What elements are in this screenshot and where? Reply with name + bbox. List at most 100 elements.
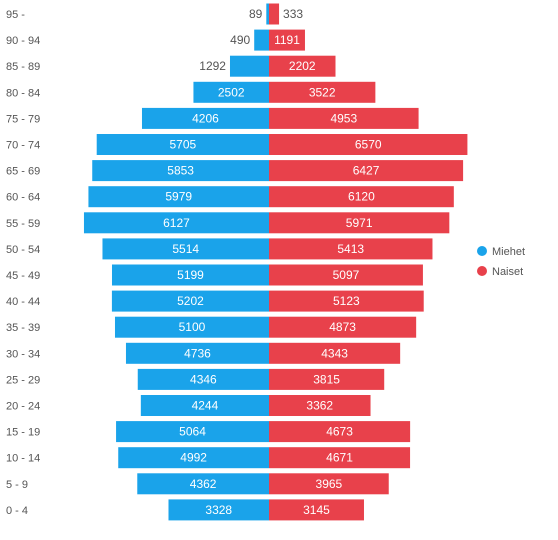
age-label-90-94: 90 - 94 (6, 35, 40, 47)
bar-miehet-25-29 (137, 368, 269, 390)
value-label-naiset-30-34: 4343 (321, 346, 348, 360)
value-label-naiset-95: 333 (283, 7, 303, 21)
bar-naiset-20-24 (269, 395, 371, 416)
value-label-naiset-90-94: 1191 (274, 33, 300, 47)
age-label-70-74: 70 - 74 (6, 140, 40, 152)
age-label-30-34: 30 - 34 (6, 348, 40, 360)
value-label-naiset-40-44: 5123 (333, 294, 360, 308)
value-label-naiset-50-54: 5413 (337, 242, 364, 256)
bar-naiset-50-54 (269, 238, 433, 260)
value-label-miehet-75-79: 4206 (192, 111, 219, 125)
value-label-miehet-90-94: 490 (230, 33, 250, 47)
value-label-naiset-20-24: 3362 (306, 399, 333, 413)
value-label-naiset-55-59: 5971 (346, 216, 373, 230)
bar-miehet-30-34 (125, 342, 269, 364)
age-label-25-29: 25 - 29 (6, 374, 40, 386)
value-label-naiset-60-64: 6120 (348, 190, 375, 204)
age-label-80-84: 80 - 84 (6, 87, 40, 99)
value-label-naiset-15-19: 4673 (326, 425, 353, 439)
bar-miehet-70-74 (96, 134, 269, 155)
value-label-miehet-25-29: 4346 (190, 372, 217, 386)
age-label-15-19: 15 - 19 (6, 427, 40, 439)
value-label-naiset-10-14: 4671 (326, 451, 353, 465)
value-label-naiset-75-79: 4953 (330, 111, 357, 125)
value-label-naiset-45-49: 5097 (333, 268, 360, 282)
age-label-45-49: 45 - 49 (6, 270, 40, 282)
bar-miehet-40-44 (111, 290, 269, 312)
age-label-20-24: 20 - 24 (6, 401, 40, 413)
bar-miehet-5-9 (137, 473, 269, 495)
bar-miehet-55-59 (83, 212, 269, 234)
age-label-75-79: 75 - 79 (6, 113, 40, 125)
bar-miehet-85-89 (229, 55, 269, 77)
value-label-naiset-65-69: 6427 (353, 164, 380, 178)
series-miehet: 89 490 1292 2502 4206 5705 5853 5979 6127 5514 519… (83, 3, 269, 521)
value-label-miehet-30-34: 4736 (184, 346, 211, 360)
bar-naiset-90-94 (269, 29, 305, 51)
value-label-miehet-15-19: 5064 (179, 425, 206, 439)
series-naiset: 333 1191 2202 3522 4953 6570 6427 6120 5971 5413 5… (269, 3, 468, 521)
bar-miehet-90-94 (254, 29, 269, 51)
value-label-naiset-80-84: 3522 (309, 85, 336, 99)
bar-naiset-40-44 (269, 290, 424, 312)
bar-miehet-10-14 (118, 447, 269, 469)
bar-miehet-60-64 (88, 186, 269, 208)
bar-naiset-35-39 (269, 316, 417, 338)
age-label-40-44: 40 - 44 (6, 296, 40, 308)
bar-naiset-45-49 (269, 264, 423, 286)
age-label-95: 95 - (6, 9, 25, 21)
age-group-labels: 95 - 90 - 94 85 - 89 80 - 84 75 - 79 70 - 74 6… (6, 9, 40, 517)
value-label-miehet-50-54: 5514 (172, 242, 199, 256)
age-label-65-69: 65 - 69 (6, 166, 40, 178)
age-label-10-14: 10 - 14 (6, 453, 40, 465)
bar-naiset-0-4 (269, 499, 364, 521)
value-label-miehet-85-89: 1292 (199, 59, 226, 73)
value-label-miehet-95: 89 (249, 7, 263, 21)
value-label-miehet-45-49: 5199 (177, 268, 204, 282)
value-label-naiset-70-74: 6570 (355, 138, 382, 152)
bar-naiset-60-64 (269, 186, 454, 208)
bar-miehet-35-39 (114, 316, 269, 338)
bar-naiset-80-84 (269, 81, 376, 103)
bar-naiset-10-14 (269, 447, 411, 469)
legend-marker-miehet (477, 246, 487, 256)
age-label-5-9: 5 - 9 (6, 479, 28, 491)
age-label-50-54: 50 - 54 (6, 244, 40, 256)
value-label-miehet-40-44: 5202 (177, 294, 204, 308)
value-label-naiset-0-4: 3145 (303, 503, 330, 517)
bar-naiset-5-9 (269, 473, 389, 495)
bar-miehet-65-69 (92, 160, 269, 182)
bar-miehet-95 (266, 3, 269, 25)
legend-label-miehet: Miehet (492, 246, 525, 258)
value-label-miehet-35-39: 5100 (179, 320, 206, 334)
value-label-miehet-20-24: 4244 (192, 399, 219, 413)
bar-naiset-65-69 (269, 160, 464, 182)
value-label-naiset-25-29: 3815 (313, 372, 340, 386)
value-label-miehet-10-14: 4992 (180, 451, 207, 465)
legend: Miehet Naiset (477, 246, 525, 278)
bar-miehet-20-24 (140, 395, 269, 416)
value-label-miehet-5-9: 4362 (190, 477, 217, 491)
bar-naiset-25-29 (269, 368, 385, 390)
age-label-60-64: 60 - 64 (6, 192, 40, 204)
bar-miehet-15-19 (116, 421, 269, 443)
age-label-0-4: 0 - 4 (6, 505, 28, 517)
value-label-naiset-5-9: 3965 (316, 477, 343, 491)
bar-naiset-30-34 (269, 342, 401, 364)
value-label-miehet-0-4: 3328 (205, 503, 232, 517)
value-label-miehet-60-64: 5979 (165, 190, 192, 204)
value-label-naiset-85-89: 2202 (289, 59, 316, 73)
legend-label-naiset: Naiset (492, 266, 523, 278)
age-label-55-59: 55 - 59 (6, 218, 40, 230)
bar-miehet-80-84 (193, 81, 269, 103)
age-label-35-39: 35 - 39 (6, 322, 40, 334)
bar-miehet-75-79 (141, 107, 269, 129)
bar-miehet-45-49 (111, 264, 269, 286)
bar-naiset-95 (269, 3, 280, 25)
bar-naiset-75-79 (269, 107, 419, 129)
bar-naiset-85-89 (269, 55, 336, 77)
value-label-miehet-70-74: 5705 (170, 138, 197, 152)
legend-marker-naiset (477, 266, 487, 276)
